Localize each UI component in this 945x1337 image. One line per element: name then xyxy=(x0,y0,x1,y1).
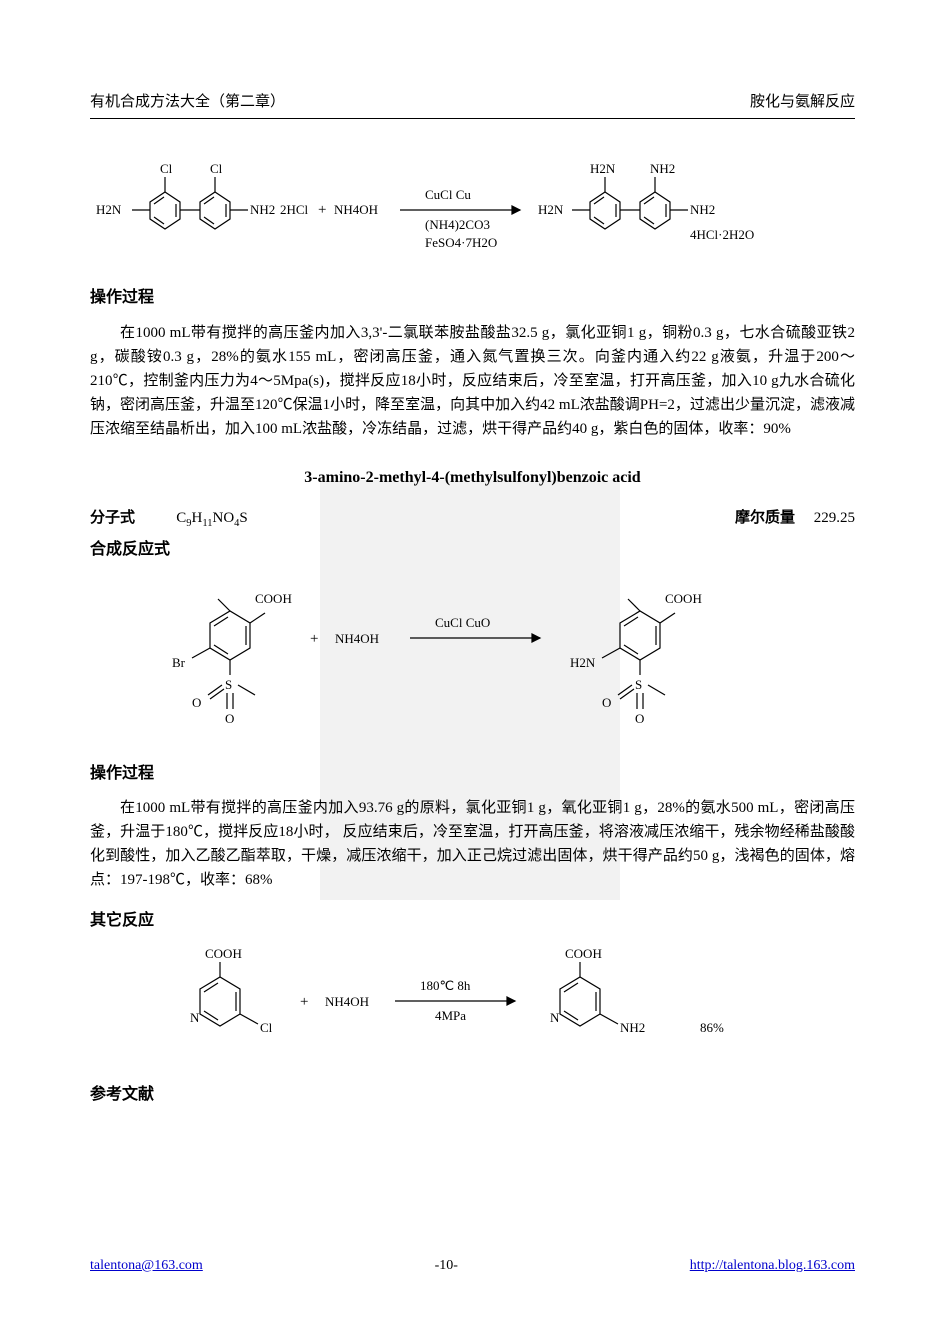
s1-nh4oh: NH4OH xyxy=(334,202,378,217)
s2p-o2: O xyxy=(635,711,644,726)
synth-label: 合成反应式 xyxy=(90,537,855,563)
s1p-nh2u1: H2N xyxy=(590,161,616,176)
s3p-nh2: NH2 xyxy=(620,1020,645,1035)
mw-label: 摩尔质量 xyxy=(735,506,795,530)
s3-arrow-bot: 4MPa xyxy=(435,1008,466,1023)
s2-br: Br xyxy=(172,655,186,670)
s2-s: S xyxy=(225,677,232,692)
s1p-nh2l: H2N xyxy=(538,202,564,217)
section-title-proc1: 操作过程 xyxy=(90,285,855,311)
section-title-refs: 参考文献 xyxy=(90,1082,855,1108)
paragraph-1: 在1000 mL带有搅拌的高压釜内加入3,3'-二氯联苯胺盐酸盐32.5 g，氯… xyxy=(90,321,855,441)
mw-value: 229.25 xyxy=(814,510,855,526)
s2p-s: S xyxy=(635,677,642,692)
paragraph-2: 在1000 mL带有搅拌的高压釜内加入93.76 g的原料，氯化亚铜1 g，氧化… xyxy=(90,796,855,892)
section-title-other: 其它反应 xyxy=(90,908,855,934)
s1-arrow-top: CuCl Cu xyxy=(425,187,471,202)
compound-name: 3-amino-2-methyl-4-(methylsulfonyl)benzo… xyxy=(90,465,855,491)
reaction-scheme-3: N COOH Cl + NH4OH 180℃ 8h 4MPa N COOH NH… xyxy=(90,944,855,1064)
formula-value: C9H11NO4S xyxy=(176,510,248,526)
footer-email[interactable]: talentona@163.com xyxy=(90,1255,203,1277)
page-header: 有机合成方法大全（第二章） 胺化与氨解反应 xyxy=(90,90,855,119)
s3-plus: + xyxy=(300,994,308,1010)
s1-arrow-bot: FeSO4·7H2O xyxy=(425,235,497,250)
footer-url[interactable]: http://talentona.blog.163.com xyxy=(690,1255,855,1277)
s1-nh2r: NH2 xyxy=(250,202,275,217)
s2-cooh: COOH xyxy=(255,591,292,606)
s1-arrow-mid: (NH4)2CO3 xyxy=(425,217,490,232)
s2p-nh2: H2N xyxy=(570,655,596,670)
s2-plus: + xyxy=(310,631,318,647)
s1-plus: + xyxy=(318,202,326,218)
s1-cl2: Cl xyxy=(210,161,223,176)
s1-cl1: Cl xyxy=(160,161,173,176)
header-right: 胺化与氨解反应 xyxy=(750,90,855,114)
reaction-scheme-1: Cl Cl H2N NH2 2HCl + NH4OH CuCl Cu (NH4)… xyxy=(90,147,855,267)
reaction-scheme-2: COOH Br S O O + NH4OH xyxy=(90,573,855,743)
s3-arrow-top: 180℃ 8h xyxy=(420,978,471,993)
s1p-nh2r: NH2 xyxy=(690,202,715,217)
s3p-cooh: COOH xyxy=(565,946,602,961)
s2-arrow-top: CuCl CuO xyxy=(435,615,490,630)
section-title-proc2: 操作过程 xyxy=(90,761,855,787)
page-footer: talentona@163.com -10- http://talentona.… xyxy=(90,1255,855,1277)
s1p-nh2u2: NH2 xyxy=(650,161,675,176)
s3-n: N xyxy=(190,1010,200,1025)
s1-hcl: 2HCl xyxy=(280,202,309,217)
s2-o2: O xyxy=(225,711,234,726)
s1-nh2l: H2N xyxy=(96,202,122,217)
formula-label: 分子式 xyxy=(90,506,173,530)
s2-nh4oh: NH4OH xyxy=(335,631,379,646)
s3-cooh: COOH xyxy=(205,946,242,961)
s2p-o1: O xyxy=(602,695,611,710)
s1p-suffix: 4HCl·2H2O xyxy=(690,227,754,242)
header-left: 有机合成方法大全（第二章） xyxy=(90,90,285,114)
s3p-n: N xyxy=(550,1010,560,1025)
s2-o1: O xyxy=(192,695,201,710)
s3-yield: 86% xyxy=(700,1020,724,1035)
footer-page: -10- xyxy=(435,1255,458,1277)
s3-nh4oh: NH4OH xyxy=(325,994,369,1009)
s3-cl: Cl xyxy=(260,1020,273,1035)
formula-row: 分子式 C9H11NO4S 摩尔质量 229.25 xyxy=(90,506,855,533)
s2p-cooh: COOH xyxy=(665,591,702,606)
